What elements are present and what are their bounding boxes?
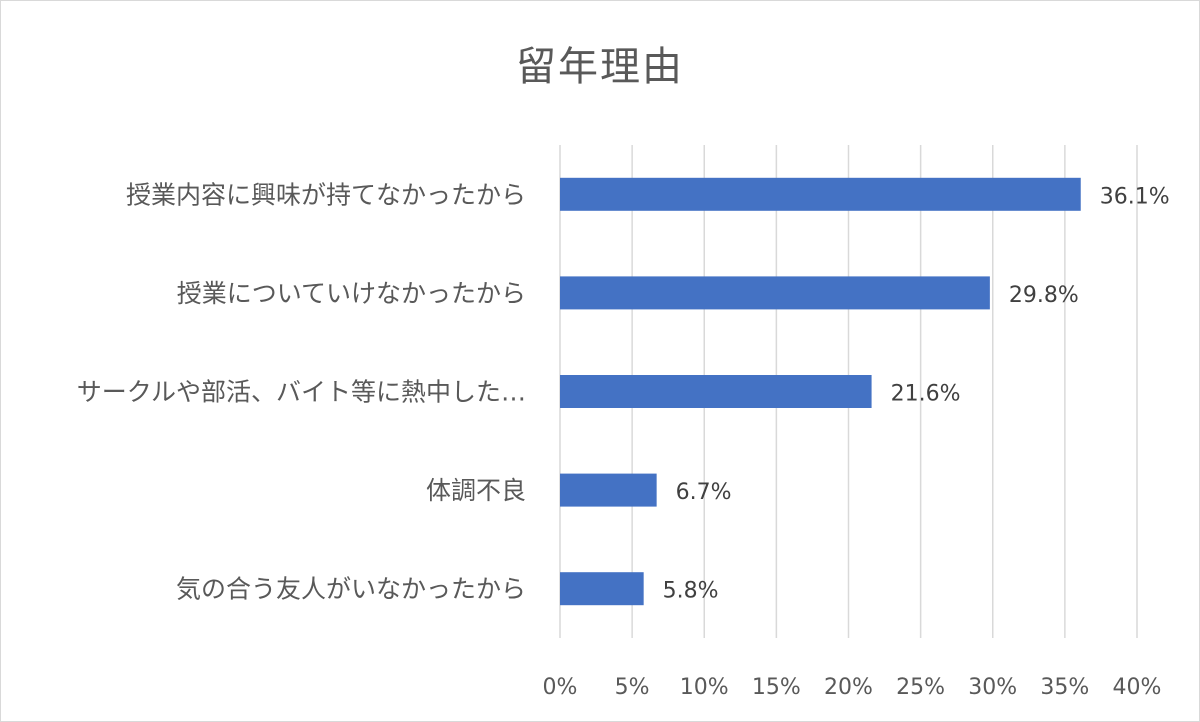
data-label: 21.6% bbox=[891, 382, 961, 407]
x-tick-label: 40% bbox=[1113, 675, 1162, 700]
x-tick-labels: 0% 5% 10% 15% 20% 25% 30% 35% 40% bbox=[543, 675, 1162, 700]
bar bbox=[560, 375, 872, 408]
bar bbox=[560, 276, 990, 310]
bar bbox=[560, 473, 657, 507]
category-label: 授業内容に興味が持てなかったから bbox=[126, 180, 526, 209]
category-labels: 授業内容に興味が持てなかったから授業についていけなかったからサークルや部活、バイ… bbox=[77, 180, 526, 603]
data-label: 6.7% bbox=[676, 480, 732, 505]
x-tick-label: 20% bbox=[824, 675, 873, 700]
x-tick-label: 5% bbox=[615, 675, 650, 700]
data-label: 5.8% bbox=[663, 579, 719, 604]
chart-title: 留年理由 bbox=[516, 44, 684, 90]
bar bbox=[560, 572, 644, 606]
category-label: 体調不良 bbox=[426, 476, 526, 505]
category-label: 気の合う友人がいなかったから bbox=[176, 575, 526, 604]
category-label: 授業についていけなかったから bbox=[177, 279, 526, 308]
x-tick-label: 15% bbox=[752, 675, 801, 700]
x-tick-label: 35% bbox=[1040, 675, 1089, 700]
x-tick-label: 25% bbox=[896, 675, 945, 700]
x-tick-label: 30% bbox=[968, 675, 1017, 700]
category-label: サークルや部活、バイト等に熱中した… bbox=[77, 378, 526, 407]
data-labels: 36.1% 29.8% 21.6% 6.7% 5.8% bbox=[663, 184, 1170, 603]
bar bbox=[560, 177, 1081, 211]
data-label: 36.1% bbox=[1100, 184, 1170, 209]
data-label: 29.8% bbox=[1009, 283, 1079, 308]
bars bbox=[560, 177, 1081, 606]
x-tick-label: 0% bbox=[543, 675, 578, 700]
x-tick-label: 10% bbox=[680, 675, 729, 700]
